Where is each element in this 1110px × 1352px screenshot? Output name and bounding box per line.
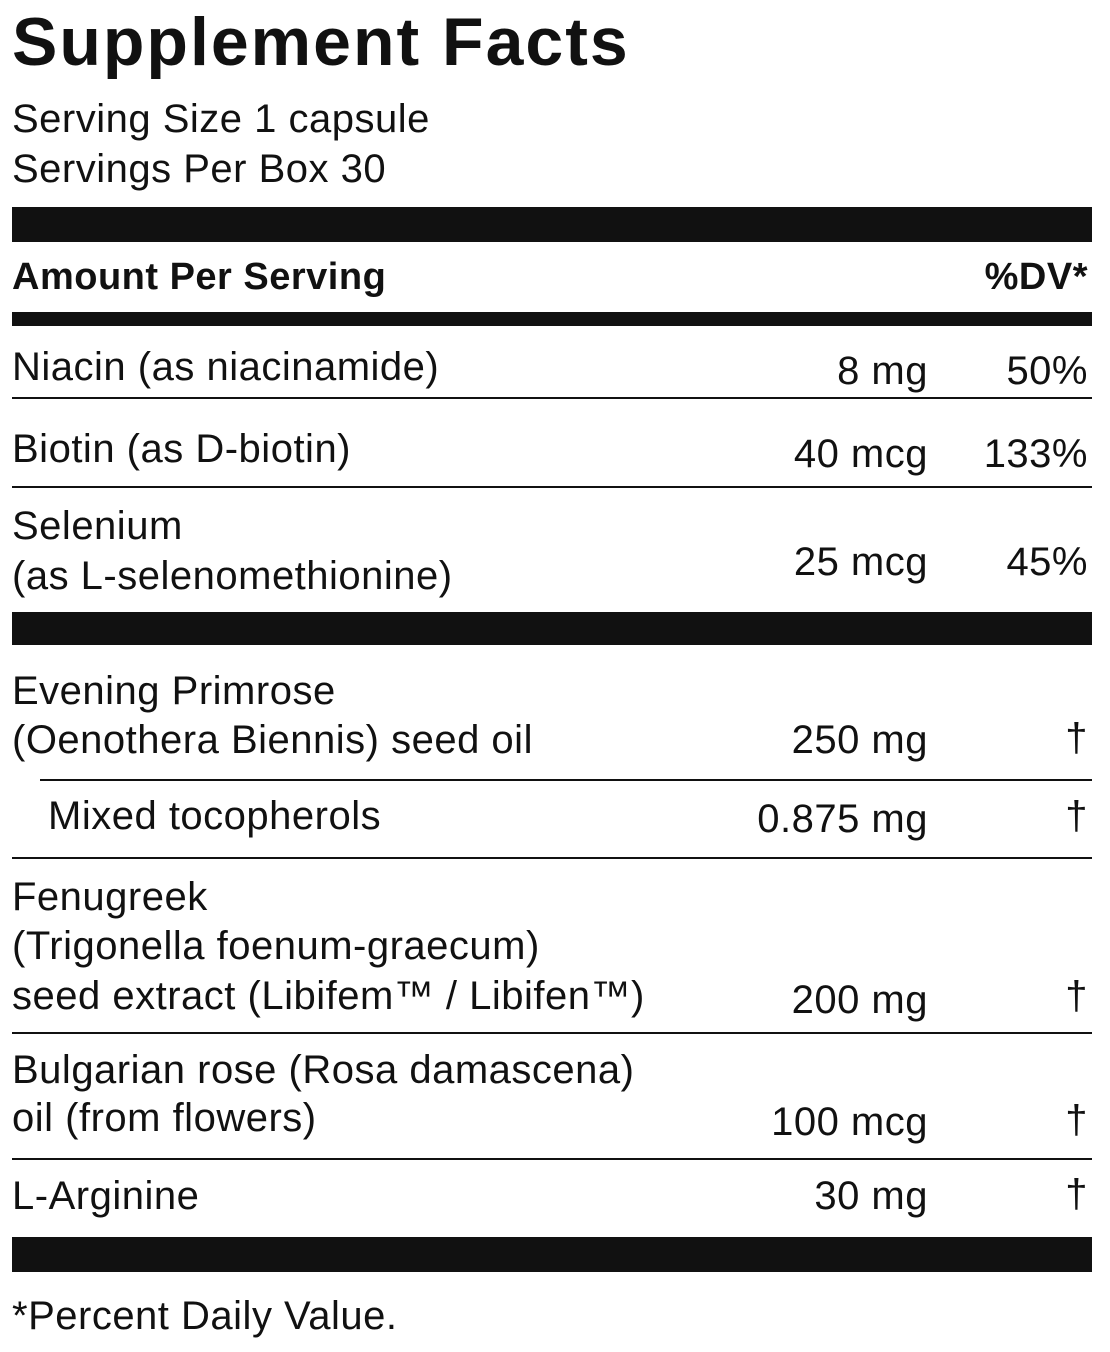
servings-per-box: Servings Per Box 30 xyxy=(12,147,387,191)
ingredient-name-line2: (Oenothera Biennis) seed oil xyxy=(12,718,533,762)
nutrient-name: Niacin (as niacinamide) xyxy=(12,345,440,389)
thick-divider xyxy=(12,612,1092,645)
ingredient-amount: 200 mg xyxy=(791,978,928,1022)
row-divider xyxy=(12,857,1092,859)
nutrient-name: Selenium xyxy=(12,504,183,548)
ingredient-name: Bulgarian rose (Rosa damascena) xyxy=(12,1048,635,1092)
nutrient-name-line2: (as L-selenomethionine) xyxy=(12,554,453,598)
thick-divider xyxy=(12,1237,1092,1272)
amount-per-serving-header: Amount Per Serving xyxy=(12,256,387,298)
ingredient-name: L-Arginine xyxy=(12,1174,200,1218)
serving-size: Serving Size 1 capsule xyxy=(12,97,430,141)
label-title: Supplement Facts xyxy=(12,4,630,80)
ingredient-dv: † xyxy=(1065,794,1088,838)
ingredient-name-line2: (Trigonella foenum-graecum) xyxy=(12,924,540,968)
thick-divider xyxy=(12,207,1092,242)
ingredient-dv: † xyxy=(1065,1172,1088,1216)
nutrient-amount: 8 mg xyxy=(837,349,928,393)
ingredient-amount: 30 mg xyxy=(814,1174,928,1218)
medium-divider xyxy=(12,312,1092,326)
ingredient-name: Fenugreek xyxy=(12,875,208,919)
ingredient-name-line2: oil (from flowers) xyxy=(12,1096,317,1140)
ingredient-amount: 100 mcg xyxy=(771,1100,928,1144)
ingredient-dv: † xyxy=(1065,1098,1088,1142)
ingredient-amount: 0.875 mg xyxy=(757,797,928,841)
ingredient-amount: 250 mg xyxy=(791,718,928,762)
nutrient-dv: 133% xyxy=(983,432,1088,476)
row-divider xyxy=(40,779,1092,781)
ingredient-name: Mixed tocopherols xyxy=(48,794,382,838)
row-divider xyxy=(12,1032,1092,1034)
nutrient-dv: 50% xyxy=(1006,349,1088,393)
row-divider xyxy=(12,486,1092,488)
row-divider xyxy=(12,1158,1092,1160)
ingredient-dv: † xyxy=(1065,716,1088,760)
nutrient-amount: 40 mcg xyxy=(793,432,928,476)
nutrient-dv: 45% xyxy=(1006,540,1088,584)
ingredient-dv: † xyxy=(1065,974,1088,1018)
nutrient-amount: 25 mcg xyxy=(793,540,928,584)
ingredient-name-line3: seed extract (Libifem™ / Libifen™) xyxy=(12,974,645,1018)
ingredient-name: Evening Primrose xyxy=(12,669,336,713)
nutrient-name: Biotin (as D-biotin) xyxy=(12,427,352,471)
dv-header: %DV* xyxy=(984,256,1088,298)
footnote: *Percent Daily Value. xyxy=(12,1294,398,1338)
row-divider xyxy=(12,397,1092,399)
